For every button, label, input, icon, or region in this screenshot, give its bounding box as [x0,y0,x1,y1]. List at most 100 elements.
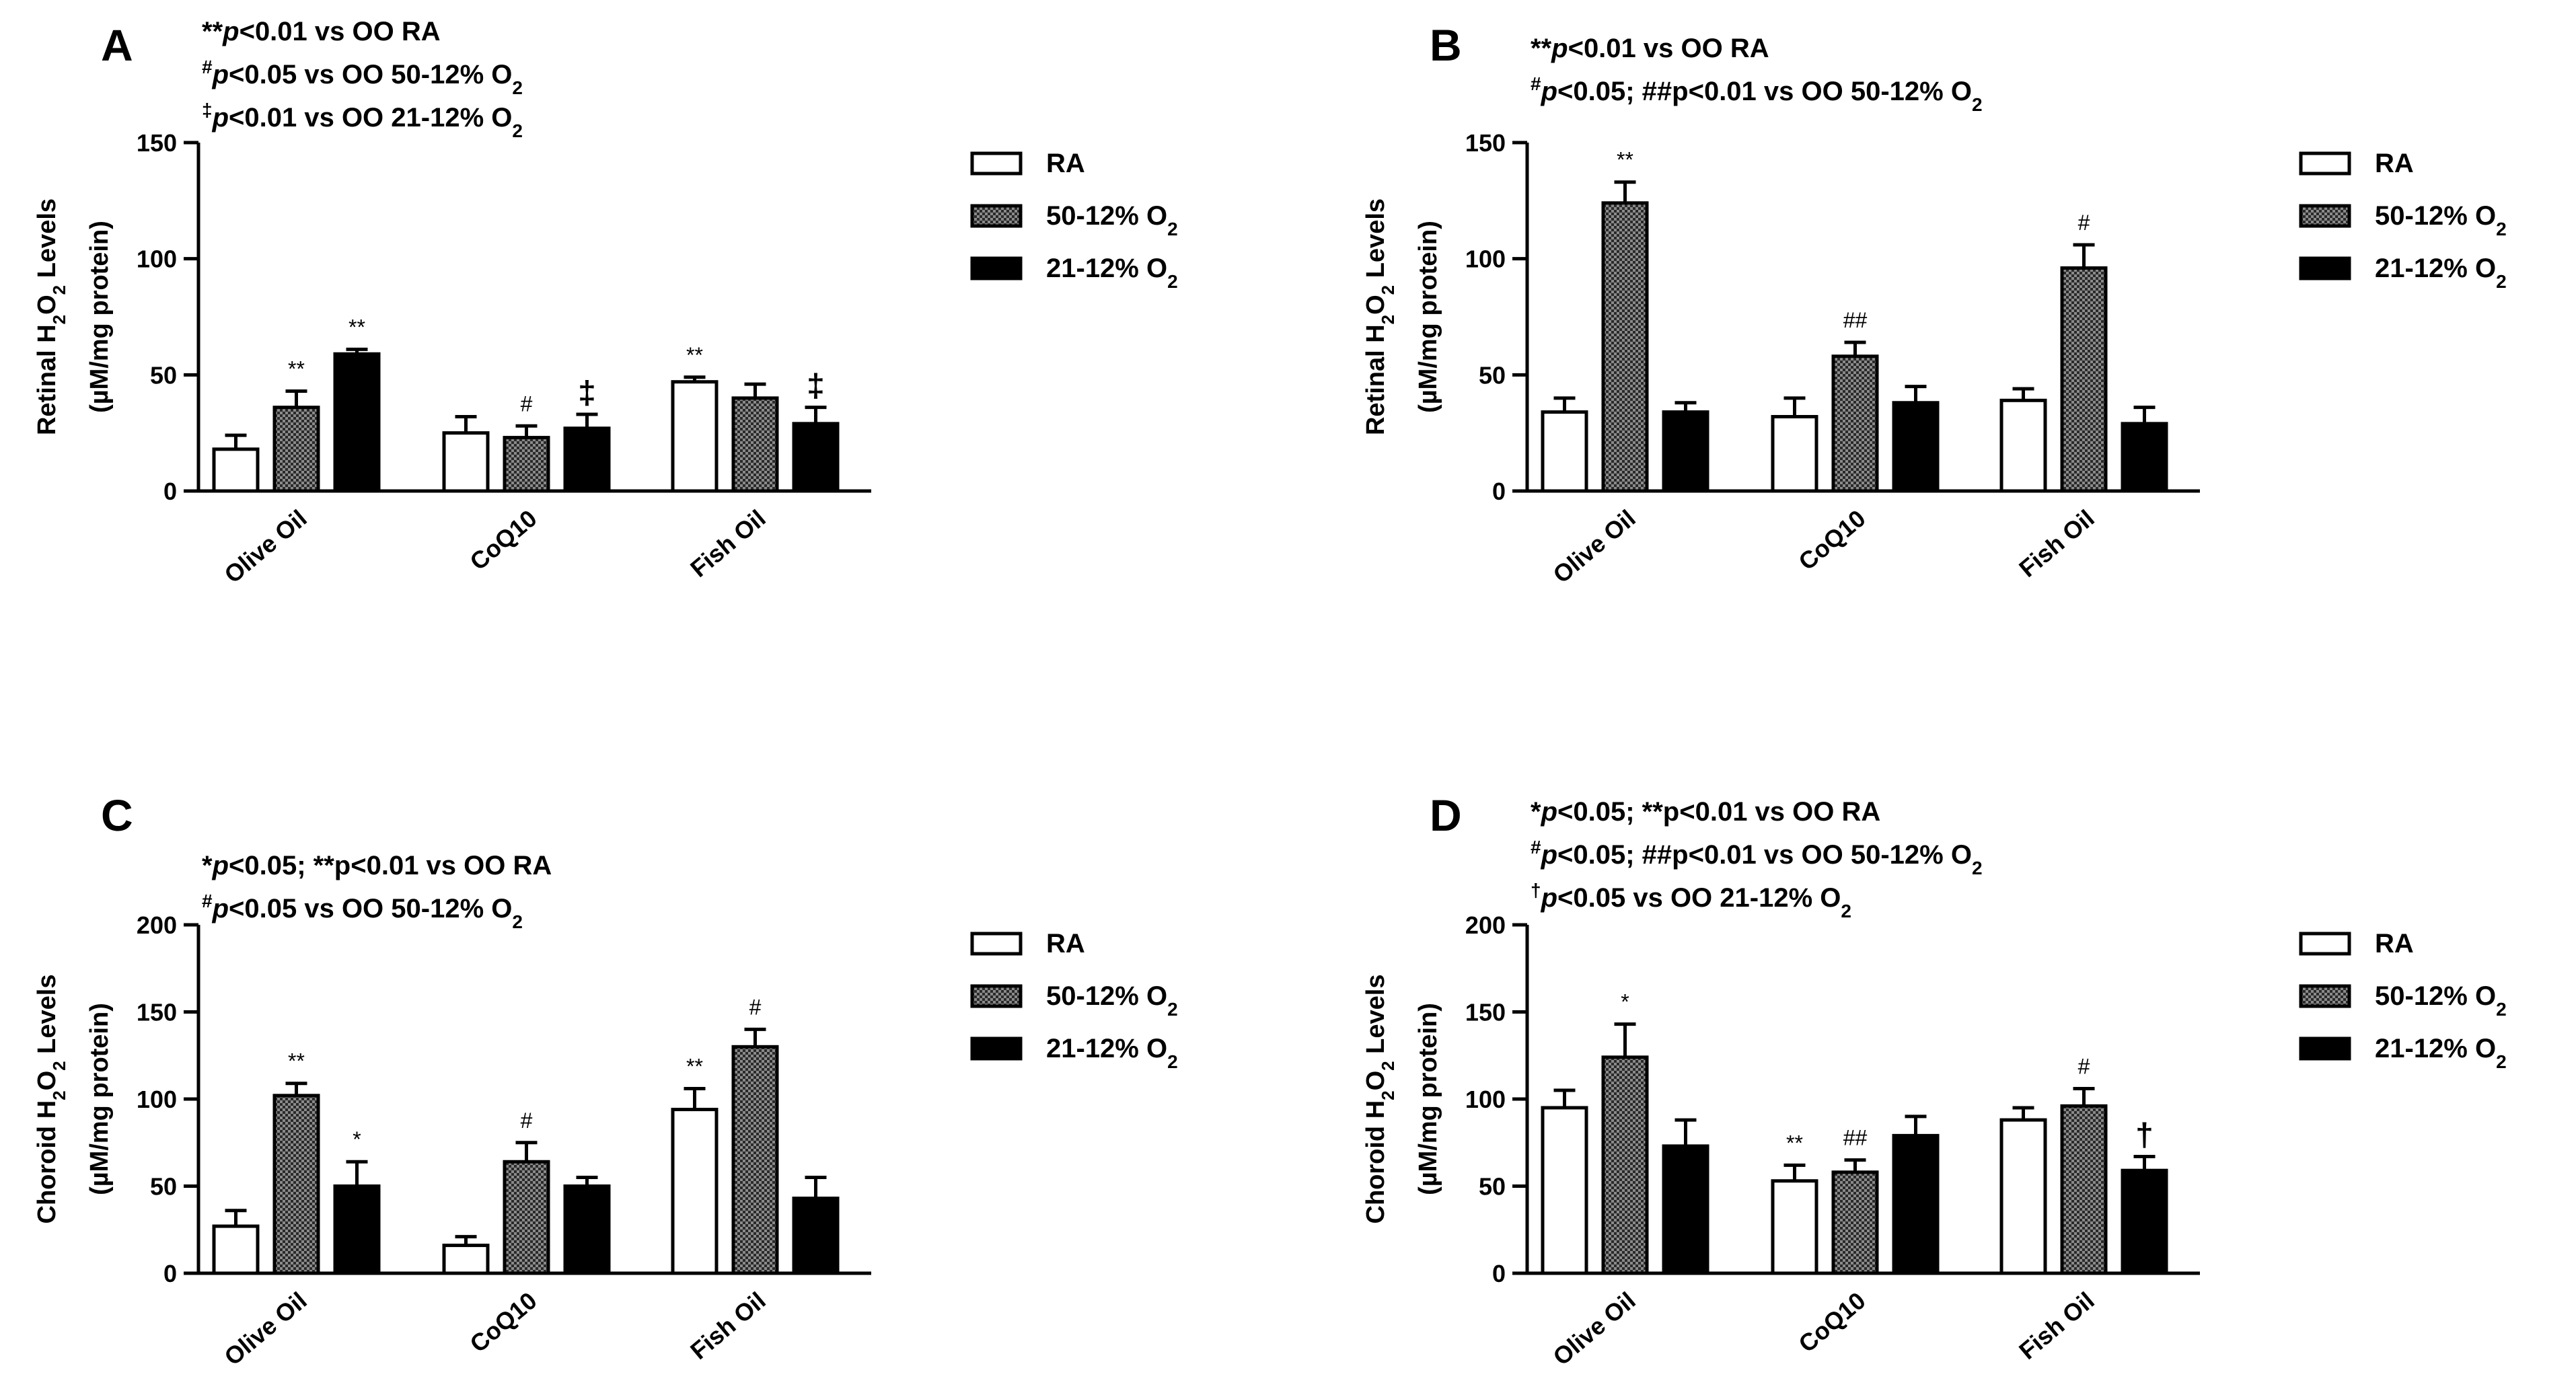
stats-line: *p<0.05; **p<0.01 vs OO RA [202,851,552,880]
bar-olive-oil-series-1 [272,406,320,493]
significance-mark: # [2078,211,2090,235]
category-label: CoQ10 [1793,1287,1870,1358]
legend-swatch [970,984,1023,1008]
bar-olive-oil-series-1 [272,1094,320,1275]
legend-label: RA [2375,149,2414,178]
bar-olive-oil-series-0 [1541,410,1588,493]
significance-mark: ** [348,315,365,339]
y-axis-label-units: (µM/mg protein) [1414,1003,1442,1195]
category-label: Fish Oil [2014,1287,2099,1365]
category-label: CoQ10 [464,1287,542,1358]
legend-swatch [2299,1036,2351,1061]
legend-label: 50-12% O2 [1046,201,1178,239]
bar-olive-oil-series-2 [333,352,381,493]
bar-coq10-series-1 [503,1160,550,1275]
significance-mark: ** [1617,148,1633,172]
legend-swatch [2299,932,2351,956]
bar-fish-oil-series-0 [671,1108,719,1275]
stats-line: #p<0.05 vs OO 50-12% O2 [202,56,523,98]
bar-olive-oil-series-1 [1601,201,1649,493]
bar-coq10-series-1 [503,436,550,493]
y-tick-label: 200 [137,911,177,939]
y-tick-label: 50 [150,1173,177,1201]
bar-olive-oil-series-2 [333,1184,381,1275]
stats-line: **p<0.01 vs OO RA [1531,34,1769,63]
bar-fish-oil-series-2 [2121,422,2168,493]
legend-swatch [970,256,1023,280]
category-label: CoQ10 [464,504,542,576]
y-axis-label-units: (µM/mg protein) [85,1003,114,1195]
legend-label: RA [1046,929,1085,958]
bar-coq10-series-0 [442,431,490,493]
bar-fish-oil-series-1 [731,1045,779,1275]
panel-letter: A [101,20,133,70]
panel-D: D *p<0.05; **p<0.01 vs OO RA #p<0.05; ##p<… [1362,790,2507,1371]
panel-letter: B [1430,20,1462,70]
bar-coq10-series-2 [563,426,611,493]
significance-mark: * [1621,990,1629,1014]
legend-label: RA [2375,929,2414,958]
y-tick-label: 0 [1492,1260,1506,1287]
y-tick-label: 200 [1465,911,1506,939]
stats-line: ‡p<0.01 vs OO 21-12% O2 [202,100,523,141]
bar-fish-oil-series-2 [792,422,840,493]
y-tick-label: 150 [1465,129,1506,157]
y-axis-label-units: (µM/mg protein) [85,221,114,413]
y-tick-label: 0 [1492,478,1506,505]
stats-line: #p<0.05 vs OO 50-12% O2 [202,891,523,932]
legend-swatch [970,151,1023,176]
bar-fish-oil-series-2 [2121,1168,2168,1275]
stats-line: **p<0.01 vs OO RA [202,17,441,46]
bar-coq10-series-2 [1892,1133,1940,1275]
significance-mark: # [2078,1054,2090,1078]
significance-mark: ** [686,1054,703,1078]
stats-line: †p<0.05 vs OO 21-12% O2 [1531,880,1851,921]
category-label: Olive Oil [219,1287,311,1371]
bar-fish-oil-series-2 [792,1197,840,1275]
y-axis-label: Retinal H2O2 Levels [1362,198,1398,435]
y-axis-label-units: (µM/mg protein) [1414,221,1442,413]
stats-line: #p<0.05; ##p<0.01 vs OO 50-12% O2 [1531,73,1983,115]
category-label: CoQ10 [1793,504,1870,576]
legend-label: 21-12% O2 [2375,254,2507,292]
significance-mark: ## [1843,1126,1868,1150]
legend-label: 21-12% O2 [1046,1034,1178,1072]
y-tick-label: 0 [163,478,177,505]
bar-fish-oil-series-1 [2060,266,2108,493]
significance-mark: ** [288,357,305,381]
bar-coq10-series-2 [1892,401,1940,493]
bar-coq10-series-1 [1831,354,1879,493]
y-tick-label: 100 [1465,246,1506,273]
bar-olive-oil-series-0 [212,447,260,493]
y-tick-label: 0 [163,1260,177,1287]
legend-label: 21-12% O2 [1046,254,1178,292]
panel-A: A **p<0.01 vs OO RA #p<0.05 vs OO 50-12% O… [33,17,1178,589]
stats-line: *p<0.05; **p<0.01 vs OO RA [1531,797,1880,827]
significance-mark: ** [288,1049,305,1073]
category-label: Olive Oil [1547,504,1640,589]
significance-mark: * [353,1127,361,1151]
legend-label: 50-12% O2 [1046,981,1178,1020]
bar-fish-oil-series-1 [2060,1104,2108,1275]
bar-coq10-series-0 [442,1244,490,1275]
y-tick-label: 100 [1465,1086,1506,1113]
y-tick-label: 50 [150,361,177,389]
legend-swatch [970,1036,1023,1061]
legend-label: 50-12% O2 [2375,981,2507,1020]
legend-label: RA [1046,149,1085,178]
y-axis-label: Choroid H2O2 Levels [33,974,69,1223]
significance-mark: ** [1786,1131,1803,1155]
legend-label: 21-12% O2 [2375,1034,2507,1072]
category-label: Olive Oil [219,504,311,589]
significance-mark: ## [1843,308,1868,332]
significance-mark: # [749,995,762,1019]
significance-mark: † [2135,1117,2154,1153]
y-tick-label: 50 [1479,1173,1506,1201]
bar-olive-oil-series-2 [1662,410,1709,493]
y-tick-label: 150 [137,999,177,1026]
bar-coq10-series-0 [1771,414,1818,493]
category-label: Fish Oil [685,504,770,582]
stats-line: #p<0.05; ##p<0.01 vs OO 50-12% O2 [1531,837,1983,878]
y-axis-label: Retinal H2O2 Levels [33,198,69,435]
